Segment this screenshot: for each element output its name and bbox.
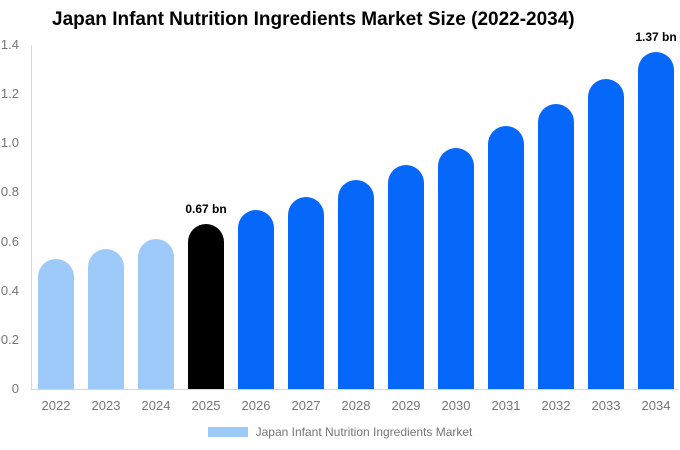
chart-title: Japan Infant Nutrition Ingredients Marke… (52, 9, 575, 30)
value-annotation-2025: 0.67 bn (185, 202, 227, 217)
y-tick-label-0.8: 0.8 (0, 184, 19, 200)
x-tick-label-2028: 2028 (341, 398, 371, 413)
x-tick-label-2025: 2025 (191, 398, 221, 413)
x-tick-label-2031: 2031 (491, 398, 521, 413)
y-tick-label-0.2: 0.2 (0, 331, 19, 347)
bar-2030[interactable] (438, 148, 474, 389)
bar-2022[interactable] (38, 258, 74, 389)
x-tick-label-2022: 2022 (41, 398, 71, 413)
bar-2034[interactable] (638, 52, 674, 389)
x-tick-label-2026: 2026 (241, 398, 271, 413)
x-tick-label-2032: 2032 (541, 398, 571, 413)
x-tick-label-2034: 2034 (641, 398, 671, 413)
y-tick-label-0.6: 0.6 (0, 233, 19, 249)
bar-2033[interactable] (588, 79, 624, 389)
bar-2027[interactable] (288, 197, 324, 389)
bar-2026[interactable] (238, 209, 274, 389)
bar-2031[interactable] (488, 126, 524, 389)
bar-2023[interactable] (88, 248, 124, 389)
bar-2032[interactable] (538, 103, 574, 389)
x-tick-label-2033: 2033 (591, 398, 621, 413)
x-tick-label-2024: 2024 (141, 398, 171, 413)
bar-2025[interactable] (188, 224, 224, 389)
legend-label: Japan Infant Nutrition Ingredients Marke… (255, 425, 473, 439)
x-tick-label-2030: 2030 (441, 398, 471, 413)
y-tick-label-0: 0 (11, 381, 19, 396)
y-tick-label-1.4: 1.4 (0, 37, 19, 52)
y-axis-line (31, 45, 32, 389)
legend[interactable]: Japan Infant Nutrition Ingredients Marke… (0, 425, 680, 439)
x-tick-label-2027: 2027 (291, 398, 321, 413)
bar-2028[interactable] (338, 180, 374, 389)
y-tick-label-1.2: 1.2 (0, 86, 19, 102)
x-tick-label-2023: 2023 (91, 398, 121, 413)
x-tick-label-2029: 2029 (391, 398, 421, 413)
value-annotation-2034: 1.37 bn (635, 30, 677, 45)
y-tick-label-1.0: 1.0 (0, 135, 19, 151)
x-axis-line (31, 389, 678, 390)
bar-2024[interactable] (138, 239, 174, 389)
y-tick-label-0.4: 0.4 (0, 282, 19, 298)
bar-2029[interactable] (388, 165, 424, 389)
legend-swatch-icon (207, 427, 248, 437)
